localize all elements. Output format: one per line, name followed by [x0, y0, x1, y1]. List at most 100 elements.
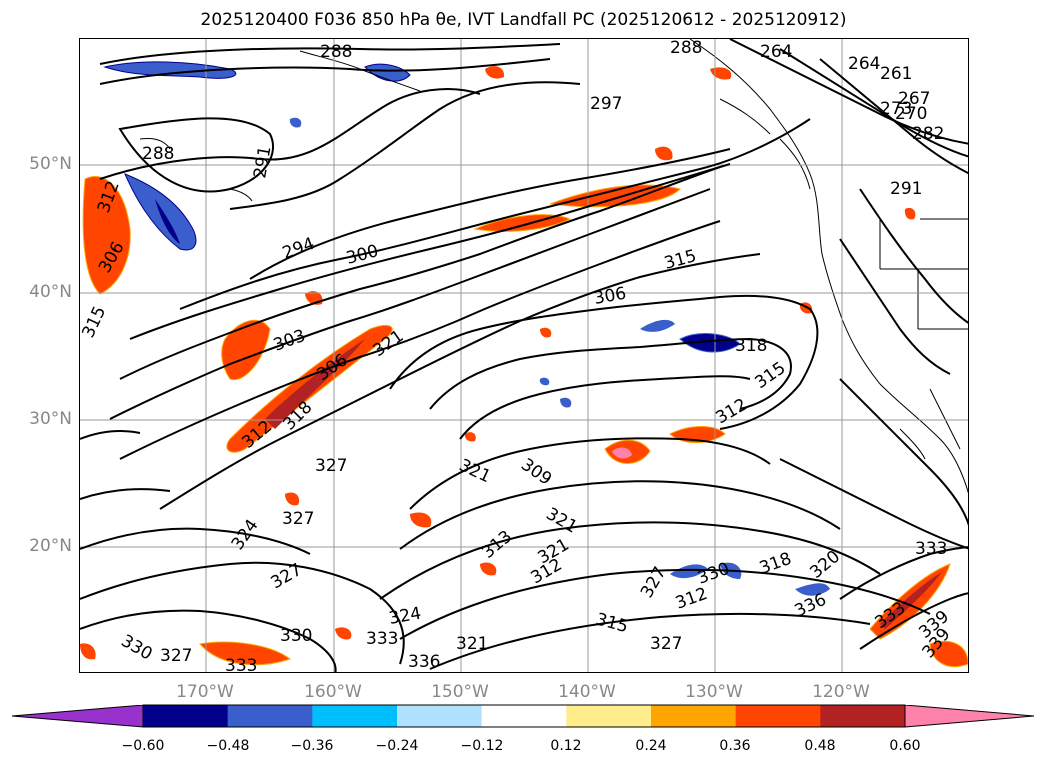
- contour-label: 327: [282, 509, 314, 529]
- negative-anomaly-region: [679, 333, 741, 353]
- contour-label: 273: [880, 99, 912, 119]
- contour-label: 288: [320, 42, 352, 62]
- colorbar-tick-label: −0.24: [375, 738, 419, 754]
- map-title: 2025120400 F036 850 hPa θe, IVT Landfall…: [200, 10, 847, 30]
- colorbar-tick-label: −0.36: [290, 738, 334, 754]
- contour-label: 333: [366, 629, 398, 649]
- positive-anomaly-region: [540, 327, 552, 338]
- contour-label: 330: [280, 626, 312, 646]
- lat-label-30n: 30°N: [29, 409, 72, 429]
- contour-label: 288: [142, 144, 174, 164]
- coastline-layer: [139, 39, 968, 494]
- contour-label: 312: [528, 555, 566, 589]
- colorbar-segment: [227, 705, 313, 727]
- negative-anomaly-region: [289, 117, 302, 128]
- lon-label-120w: 120°W: [812, 682, 870, 702]
- positive-anomaly-region: [480, 562, 497, 576]
- contour-label: 315: [662, 246, 699, 274]
- contour-label: 315: [594, 610, 631, 638]
- contour-label: 267: [898, 89, 930, 109]
- lat-label-20n: 20°N: [29, 536, 72, 556]
- contour-label: 303: [271, 326, 308, 356]
- positive-anomaly-region: [80, 643, 96, 660]
- negative-anomaly-region: [670, 564, 708, 579]
- contour-label: 300: [344, 241, 381, 269]
- contour-label: 270: [895, 104, 927, 124]
- lon-label-130w: 130°W: [685, 682, 743, 702]
- positive-anomaly-region: [880, 572, 942, 629]
- colorbar-tick-label: −0.48: [206, 738, 250, 754]
- negative-anomaly-region: [795, 583, 830, 596]
- contour-label: 321: [543, 504, 581, 538]
- contour-label: 327: [650, 634, 682, 654]
- contour-label: 327: [268, 560, 306, 594]
- contour-label: 291: [250, 144, 275, 179]
- contour-label: 288: [670, 39, 702, 58]
- negative-anomaly-region: [560, 397, 572, 408]
- positive-anomaly-region: [473, 214, 572, 232]
- positive-anomaly-region: [410, 512, 432, 528]
- lon-label-170w: 170°W: [176, 682, 234, 702]
- colorbar-segment: [651, 705, 737, 727]
- contour-label: 264: [848, 54, 880, 74]
- contour-labels: 288 288 264 264 261 267 270 273 282 297 …: [80, 39, 955, 673]
- colorbar-tick-label: 0.60: [889, 738, 921, 754]
- lon-label-160w: 160°W: [304, 682, 362, 702]
- contour-label: 291: [890, 179, 922, 199]
- colorbar-tick-label: 0.48: [804, 738, 836, 754]
- colorbar-tick-label: 0.36: [719, 738, 751, 754]
- colorbar-segment: [735, 705, 821, 727]
- lon-label-140w: 140°W: [558, 682, 616, 702]
- contour-label: 333: [915, 539, 947, 559]
- negative-anomaly-region: [539, 377, 550, 386]
- contour-label: 318: [757, 549, 794, 579]
- contour-label: 324: [387, 604, 422, 629]
- positive-anomaly-region: [265, 339, 365, 429]
- positive-anomaly-region: [485, 66, 505, 79]
- positive-anomaly-region: [285, 492, 300, 506]
- positive-anomaly-region: [221, 319, 271, 381]
- colorbar-tick-label: −0.60: [121, 738, 165, 754]
- contour-label: 261: [880, 64, 912, 84]
- colorbar-segment: [397, 705, 483, 727]
- contour-label: 297: [590, 94, 622, 114]
- contour-label: 330: [118, 631, 156, 665]
- contour-label: 327: [637, 563, 671, 601]
- colorbar-tick-label: 0.24: [635, 738, 667, 754]
- positive-anomaly-region: [710, 67, 732, 80]
- colorbar-extend-high: [905, 705, 1034, 727]
- contour-label: 321: [456, 634, 488, 654]
- positive-anomaly-region: [904, 207, 916, 220]
- contour-label: 324: [228, 516, 263, 554]
- contour-label: 315: [751, 358, 789, 393]
- contour-label: 306: [592, 284, 627, 309]
- contour-label: 330: [695, 559, 732, 589]
- lat-label-50n: 50°N: [29, 154, 72, 174]
- negative-anomaly-region: [640, 319, 675, 332]
- contour-label: 327: [160, 646, 192, 666]
- positive-anomaly-region: [335, 627, 352, 640]
- positive-anomaly-region: [612, 447, 632, 459]
- colorbar-segment: [143, 705, 229, 727]
- positive-anomaly-region: [655, 146, 673, 161]
- contour-label: 318: [735, 336, 767, 356]
- contour-label: 282: [912, 124, 944, 144]
- lat-label-40n: 40°N: [29, 282, 72, 302]
- colorbar-segment: [312, 705, 398, 727]
- positive-anomaly-region: [549, 184, 681, 208]
- contour-label: 315: [80, 303, 110, 341]
- contour-label: 312: [673, 584, 710, 614]
- theta-e-contour-layer: [80, 39, 968, 672]
- contour-label: 294: [280, 234, 317, 264]
- map-panel[interactable]: 288 288 264 264 261 267 270 273 282 297 …: [79, 38, 969, 673]
- contour-label: 264: [760, 42, 792, 62]
- lon-label-150w: 150°W: [431, 682, 489, 702]
- colorbar-segment: [820, 705, 906, 727]
- contour-label: 333: [225, 656, 257, 673]
- graticule-grid: [80, 39, 968, 672]
- colorbar-extend-low: [12, 705, 143, 727]
- colorbar-segment: [566, 705, 652, 727]
- ivt-shading-layer: [80, 61, 968, 668]
- positive-anomaly-region: [199, 641, 292, 666]
- colorbar-segment: [481, 705, 567, 727]
